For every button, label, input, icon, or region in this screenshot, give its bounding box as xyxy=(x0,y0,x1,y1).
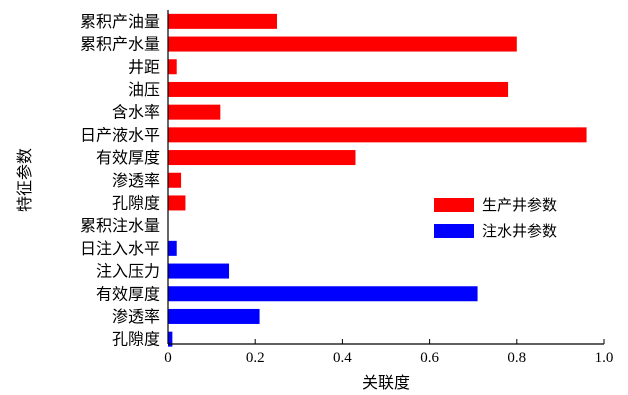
category-label: 注入压力 xyxy=(96,262,160,281)
y-axis-title: 特征参数 xyxy=(15,148,34,212)
x-tick-label: 0.4 xyxy=(333,350,352,366)
x-tick-label: 0.8 xyxy=(507,350,526,366)
bar-series-0 xyxy=(168,13,277,29)
category-label: 有效厚度 xyxy=(96,284,160,303)
legend-swatch xyxy=(434,198,474,212)
x-tick-label: 0 xyxy=(164,350,172,366)
category-label: 日注入水平 xyxy=(80,239,160,258)
bar-series-0 xyxy=(168,59,177,75)
category-label: 有效厚度 xyxy=(96,148,160,167)
x-tick-label: 1.0 xyxy=(595,350,614,366)
bar-series-1 xyxy=(168,331,173,347)
bar-series-0 xyxy=(168,81,509,97)
legend-label: 生产井参数 xyxy=(482,196,557,214)
category-label: 孔隙度 xyxy=(112,330,160,349)
category-label: 日产液水平 xyxy=(80,125,160,144)
bar-series-0 xyxy=(168,172,182,188)
bar-series-0 xyxy=(168,150,356,166)
bar-series-0 xyxy=(168,195,186,211)
x-ticks: 0 0.2 0.4 0.6 0.8 1.0 xyxy=(164,339,613,366)
category-label: 累积注水量 xyxy=(80,216,160,235)
category-label: 累积产水量 xyxy=(80,35,160,54)
x-axis-title: 关联度 xyxy=(362,373,410,392)
bar-series-0 xyxy=(168,104,221,120)
legend-label: 注水井参数 xyxy=(482,222,557,240)
category-labels: 累积产油量累积产水量井距油压含水率日产液水平有效厚度渗透率孔隙度累积注水量日注入… xyxy=(80,12,160,349)
category-label: 含水率 xyxy=(112,103,160,122)
bar-series-1 xyxy=(168,240,177,256)
axes xyxy=(167,10,604,345)
category-label: 渗透率 xyxy=(112,171,160,190)
legend-swatch xyxy=(434,224,474,238)
category-label: 孔隙度 xyxy=(112,193,160,212)
category-label: 渗透率 xyxy=(112,307,160,326)
bar-series-0 xyxy=(168,36,517,52)
category-label: 累积产油量 xyxy=(80,12,160,31)
bars-group xyxy=(168,13,587,347)
category-label: 井距 xyxy=(128,57,160,76)
category-label: 油压 xyxy=(128,80,160,99)
bar-series-1 xyxy=(168,286,478,302)
bar-series-1 xyxy=(168,263,230,279)
x-tick-label: 0.6 xyxy=(420,350,439,366)
bar-series-0 xyxy=(168,127,587,143)
bar-series-1 xyxy=(168,308,260,324)
x-tick-label: 0.2 xyxy=(246,350,265,366)
